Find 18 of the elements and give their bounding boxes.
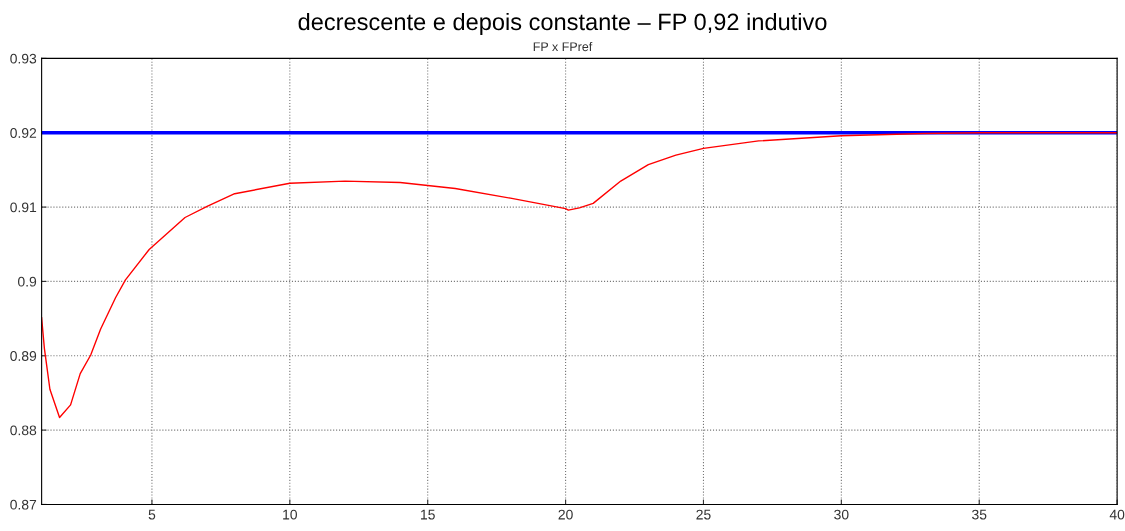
line-series [41, 132, 1118, 419]
x-tick-label: 10 [283, 509, 297, 520]
y-tick-label: 0.9 [18, 276, 37, 287]
x-tick-label: 15 [421, 509, 435, 520]
y-tick-label: 0.93 [10, 53, 37, 64]
y-tick-label: 0.88 [10, 425, 37, 436]
y-tick-label: 0.92 [10, 128, 37, 138]
y-tick-label: 0.87 [10, 499, 37, 510]
x-tick-label: 30 [834, 509, 849, 520]
x-tick-label: 5 [148, 509, 156, 520]
chart-subtitle: FP x FPref [533, 41, 593, 52]
chart-title: decrescente e depois constante – FP 0,92 indutivo [298, 12, 827, 35]
y-tick-label: 0.89 [10, 351, 37, 361]
y-tick-label: 0.91 [10, 202, 37, 213]
x-tick-label: 40 [1109, 509, 1125, 520]
x-tick-label: 35 [972, 509, 987, 520]
x-tick-label: 20 [558, 509, 573, 520]
x-tick-label: 25 [696, 509, 711, 520]
